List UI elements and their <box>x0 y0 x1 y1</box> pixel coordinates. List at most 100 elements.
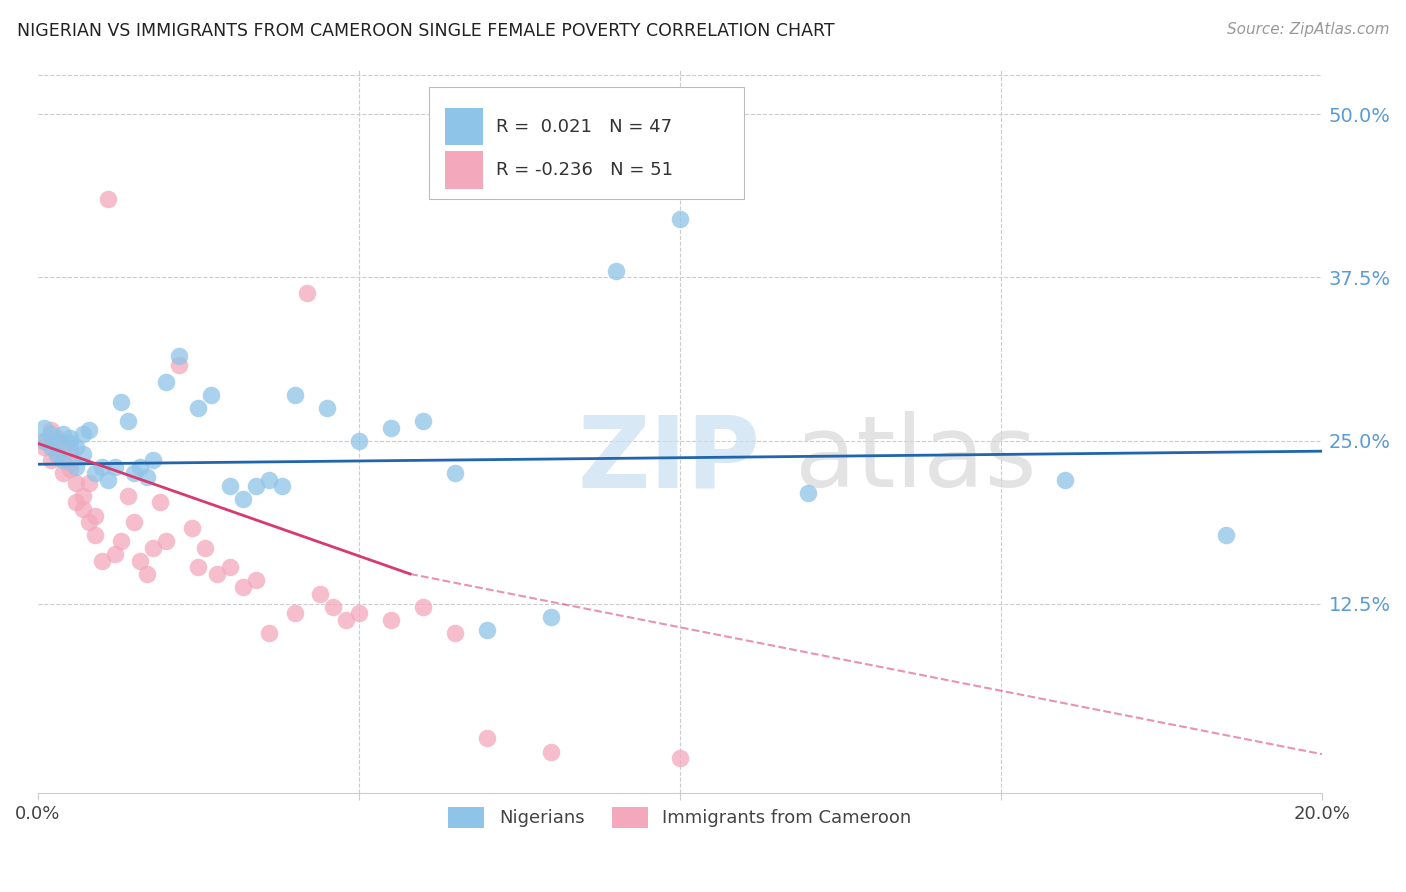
Point <box>257 625 280 640</box>
Text: NIGERIAN VS IMMIGRANTS FROM CAMEROON SINGLE FEMALE POVERTY CORRELATION CHART: NIGERIAN VS IMMIGRANTS FROM CAMEROON SIN… <box>17 22 835 40</box>
Text: atlas: atlas <box>796 411 1038 508</box>
Point <box>59 436 82 450</box>
Point <box>669 211 692 226</box>
Point <box>180 521 202 535</box>
Point <box>475 731 498 746</box>
Point <box>72 447 94 461</box>
Point <box>72 489 94 503</box>
Point <box>32 434 55 448</box>
Point <box>52 453 75 467</box>
Point <box>380 613 402 627</box>
Point <box>167 358 190 372</box>
Point <box>52 427 75 442</box>
Point <box>97 192 120 206</box>
Point <box>90 554 112 568</box>
Point <box>84 467 107 481</box>
Text: Source: ZipAtlas.com: Source: ZipAtlas.com <box>1226 22 1389 37</box>
Point <box>187 560 209 574</box>
Point <box>110 394 132 409</box>
Point <box>309 586 332 600</box>
Point <box>669 751 692 765</box>
Point <box>65 459 87 474</box>
Point <box>135 566 157 581</box>
Point <box>59 431 82 445</box>
Point <box>90 459 112 474</box>
Point <box>46 431 69 445</box>
Point <box>232 580 254 594</box>
Point <box>444 467 467 481</box>
Text: R =  0.021   N = 47: R = 0.021 N = 47 <box>496 118 672 136</box>
Point <box>245 479 267 493</box>
Point <box>347 606 370 620</box>
Point <box>322 599 344 614</box>
Point <box>167 349 190 363</box>
Point <box>84 528 107 542</box>
Point <box>155 375 177 389</box>
Point <box>46 450 69 464</box>
Point <box>257 473 280 487</box>
Point <box>380 420 402 434</box>
Point <box>39 427 62 442</box>
Point <box>59 444 82 458</box>
Point <box>32 440 55 454</box>
Point <box>155 534 177 549</box>
Point <box>412 599 434 614</box>
Legend: Nigerians, Immigrants from Cameroon: Nigerians, Immigrants from Cameroon <box>441 800 918 835</box>
Point <box>129 554 152 568</box>
Point <box>412 414 434 428</box>
Point <box>72 427 94 442</box>
Point <box>245 574 267 588</box>
Point <box>77 423 100 437</box>
Point <box>122 467 145 481</box>
Point <box>335 613 357 627</box>
Point <box>39 423 62 437</box>
Point <box>65 440 87 454</box>
Point <box>297 286 319 301</box>
Point <box>149 495 172 509</box>
Point <box>52 467 75 481</box>
Point <box>142 453 165 467</box>
Point <box>194 541 217 555</box>
Point <box>52 436 75 450</box>
Point <box>200 388 222 402</box>
Point <box>84 509 107 524</box>
Point <box>135 470 157 484</box>
Point <box>72 501 94 516</box>
Point <box>46 447 69 461</box>
Point <box>1054 473 1077 487</box>
Bar <box>444 108 484 145</box>
Point <box>32 420 55 434</box>
Point <box>283 606 305 620</box>
Point <box>219 479 242 493</box>
Point <box>187 401 209 415</box>
Point <box>39 453 62 467</box>
Point <box>1215 528 1237 542</box>
Point <box>475 623 498 637</box>
Point <box>104 547 127 561</box>
Point <box>232 492 254 507</box>
FancyBboxPatch shape <box>429 87 744 199</box>
Point <box>129 459 152 474</box>
Point <box>283 388 305 402</box>
Point <box>117 489 139 503</box>
Point <box>104 459 127 474</box>
Point <box>347 434 370 448</box>
Point <box>59 456 82 470</box>
Point <box>32 434 55 448</box>
Point <box>39 440 62 454</box>
Text: ZIP: ZIP <box>576 411 761 508</box>
Point <box>110 534 132 549</box>
Point <box>97 473 120 487</box>
Point <box>117 414 139 428</box>
Point <box>59 462 82 476</box>
Text: R = -0.236   N = 51: R = -0.236 N = 51 <box>496 161 673 179</box>
Point <box>540 610 562 624</box>
Point <box>142 541 165 555</box>
Point <box>77 475 100 490</box>
Point <box>315 401 337 415</box>
Point <box>65 475 87 490</box>
Point <box>605 264 627 278</box>
Point <box>540 745 562 759</box>
Point <box>444 625 467 640</box>
Point <box>65 495 87 509</box>
